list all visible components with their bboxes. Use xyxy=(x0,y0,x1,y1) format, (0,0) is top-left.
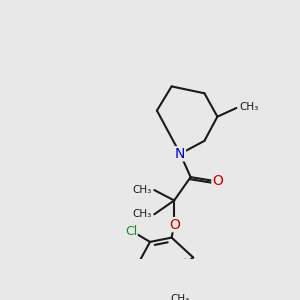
Text: O: O xyxy=(212,174,223,188)
Text: CH₃: CH₃ xyxy=(239,102,258,112)
Text: CH₃: CH₃ xyxy=(171,294,190,300)
Text: N: N xyxy=(175,147,185,161)
Text: O: O xyxy=(169,218,180,232)
Text: CH₃: CH₃ xyxy=(133,185,152,195)
Text: CH₃: CH₃ xyxy=(133,209,152,219)
Text: Cl: Cl xyxy=(125,225,137,238)
